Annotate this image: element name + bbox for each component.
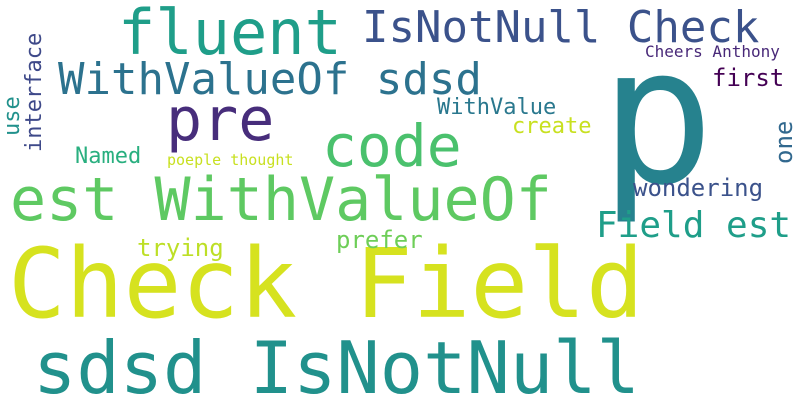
word-first: first xyxy=(712,64,785,92)
word-named: Named xyxy=(75,144,142,169)
word-est-withvalueof: est WithValueOf xyxy=(10,165,552,235)
word-use: use xyxy=(0,96,25,136)
word-one: one xyxy=(770,120,798,164)
word-field-est: Field est xyxy=(596,205,792,246)
word-interface: interface xyxy=(22,32,47,152)
word-fluent: fluent xyxy=(118,0,342,69)
word-wondering: wondering xyxy=(633,174,764,202)
word-sdsd-isnotnull: sdsd IsNotNull xyxy=(33,326,640,400)
word-prefer: prefer xyxy=(336,226,423,254)
word-create: create xyxy=(512,114,592,139)
word-check-field: Check Field xyxy=(8,228,644,340)
word-withvalue: WithValue xyxy=(437,95,557,120)
word-poeple-thought: poeple thought xyxy=(167,151,294,169)
word-withvalueof-sdsd: WithValueOf sdsd xyxy=(58,54,482,105)
word-cheers-anthony: Cheers Anthony xyxy=(645,42,780,61)
word-isnotnull-check: IsNotNull Check xyxy=(362,2,760,53)
word-pre: pre xyxy=(166,85,275,155)
word-trying: trying xyxy=(137,234,224,262)
word-code: code xyxy=(322,112,462,180)
word-p: p xyxy=(600,6,715,227)
